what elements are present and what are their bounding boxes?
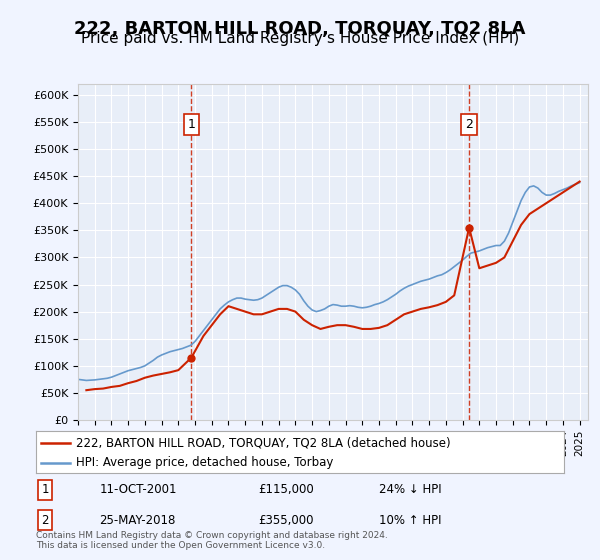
Text: £355,000: £355,000 [258, 514, 313, 527]
Text: 222, BARTON HILL ROAD, TORQUAY, TQ2 8LA (detached house): 222, BARTON HILL ROAD, TORQUAY, TQ2 8LA … [76, 436, 450, 450]
Text: £115,000: £115,000 [258, 483, 314, 496]
Text: 10% ↑ HPI: 10% ↑ HPI [379, 514, 442, 527]
Text: HPI: Average price, detached house, Torbay: HPI: Average price, detached house, Torb… [76, 456, 333, 469]
Text: 24% ↓ HPI: 24% ↓ HPI [379, 483, 442, 496]
Text: Price paid vs. HM Land Registry's House Price Index (HPI): Price paid vs. HM Land Registry's House … [81, 31, 519, 46]
Text: 1: 1 [41, 483, 49, 496]
Text: 222, BARTON HILL ROAD, TORQUAY, TQ2 8LA: 222, BARTON HILL ROAD, TORQUAY, TQ2 8LA [74, 20, 526, 38]
Text: 11-OCT-2001: 11-OCT-2001 [100, 483, 177, 496]
Text: 2: 2 [465, 118, 473, 131]
Text: 2: 2 [41, 514, 49, 527]
Text: Contains HM Land Registry data © Crown copyright and database right 2024.
This d: Contains HM Land Registry data © Crown c… [36, 530, 388, 550]
Text: 25-MAY-2018: 25-MAY-2018 [100, 514, 176, 527]
Text: 1: 1 [187, 118, 196, 131]
